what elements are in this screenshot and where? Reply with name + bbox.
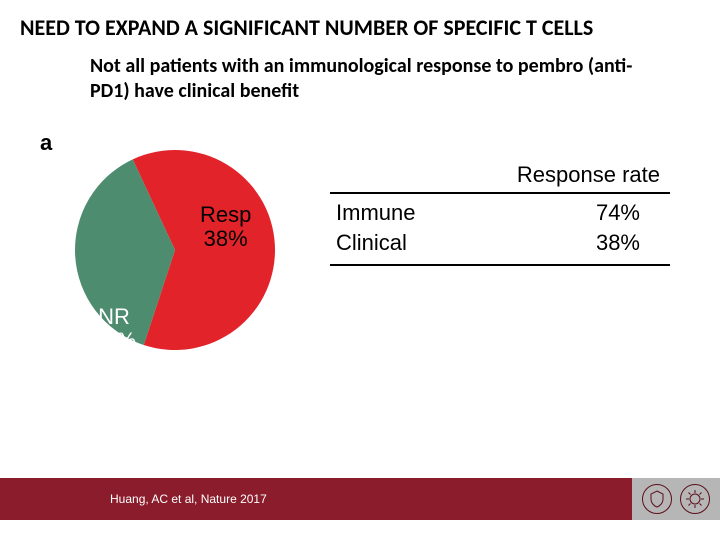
pie-chart: NR62% Resp38%: [70, 145, 280, 355]
table-row: Immune 74%: [330, 198, 670, 228]
table-row-value: 74%: [596, 200, 640, 226]
slide-subtitle: Not all patients with an immunological r…: [90, 54, 660, 104]
sun-face-icon: [686, 490, 704, 508]
footer-bar: Huang, AC et al, Nature 2017: [0, 478, 720, 520]
slide-title-text: NEED TO EXPAND A SIGNIFICANT NUMBER OF S…: [20, 14, 593, 41]
footer-fill: Huang, AC et al, Nature 2017: [0, 478, 632, 520]
pie-label-resp: Resp38%: [200, 203, 251, 251]
response-rate-table: Response rate Immune 74% Clinical 38%: [330, 160, 670, 266]
citation-text: Huang, AC et al, Nature 2017: [110, 492, 267, 506]
table-body: Immune 74% Clinical 38%: [330, 194, 670, 266]
seal-icon-2: [680, 484, 710, 514]
table-header: Response rate: [330, 160, 670, 194]
table-row-label: Clinical: [336, 230, 407, 256]
pie-label-nr: NR62%: [92, 305, 136, 353]
seal-icon-1: [642, 484, 672, 514]
table-row: Clinical 38%: [330, 228, 670, 258]
shield-icon: [648, 490, 666, 508]
slide-subtitle-text: Not all patients with an immunological r…: [90, 54, 632, 103]
table-row-value: 38%: [596, 230, 640, 256]
logo-box: [632, 478, 720, 520]
panel-label: a: [40, 130, 52, 156]
table-row-label: Immune: [336, 200, 415, 226]
slide-title: NEED TO EXPAND A SIGNIFICANT NUMBER OF S…: [20, 14, 700, 41]
panel-label-text: a: [40, 130, 52, 155]
